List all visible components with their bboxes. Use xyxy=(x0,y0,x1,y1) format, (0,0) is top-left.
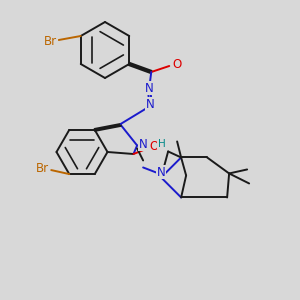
Text: H: H xyxy=(158,139,165,149)
Text: Br: Br xyxy=(36,162,49,175)
Text: O: O xyxy=(149,140,158,152)
Text: N: N xyxy=(157,166,166,179)
Text: N: N xyxy=(139,138,148,151)
Text: N: N xyxy=(145,82,154,94)
Text: O: O xyxy=(172,58,182,70)
Text: Br: Br xyxy=(44,35,57,48)
Text: N: N xyxy=(146,98,154,110)
